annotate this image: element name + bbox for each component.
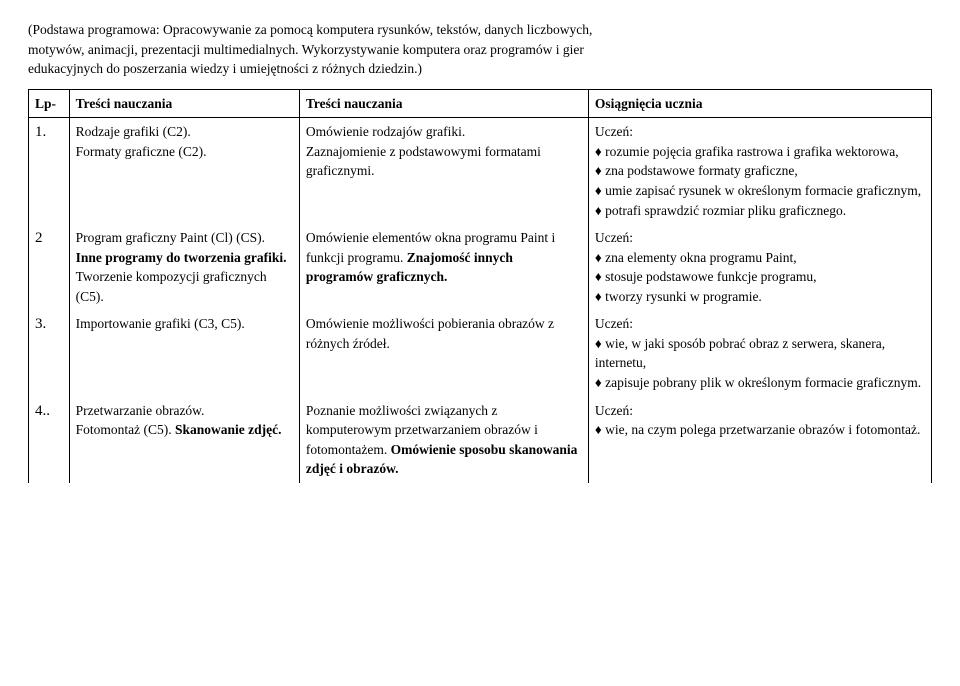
intro-line1: (Podstawa programowa: Opracowywanie za p… — [28, 22, 592, 37]
content-cell: Program graficzny Paint (Cl) (CS). Inne … — [69, 224, 299, 310]
outcomes-list: rozumie pojęcia grafika rastrowa i grafi… — [595, 142, 925, 220]
list-item: potrafi sprawdzić rozmiar pliku graficzn… — [595, 201, 925, 221]
content-cell: Przetwarzanie obrazów. Fotomontaż (C5). … — [69, 397, 299, 483]
outcomes-cell: Uczeń: wie, na czym polega przetwarzanie… — [588, 397, 931, 483]
text: Importowanie grafiki (C3, C5). — [76, 316, 245, 331]
lp-cell: 3. — [29, 310, 70, 396]
uczen-label: Uczeń: — [595, 124, 633, 139]
text: Zaznajomienie z podstawowymi formatami g… — [306, 144, 541, 179]
text-bold: Skanowanie zdjęć. — [175, 422, 282, 437]
list-item: stosuje podstawowe funkcje programu, — [595, 267, 925, 287]
outcomes-cell: Uczeń: wie, w jaki sposób pobrać obraz z… — [588, 310, 931, 396]
content-cell: Omówienie rodzajów grafiki. Zaznajomieni… — [299, 118, 588, 224]
text: Rodzaje grafiki (C2). — [76, 124, 191, 139]
table-row: 1. Rodzaje grafiki (C2). Formaty graficz… — [29, 118, 932, 224]
outcomes-list: wie, w jaki sposób pobrać obraz z serwer… — [595, 334, 925, 393]
text: Fotomontaż (C5). — [76, 422, 175, 437]
content-cell: Poznanie możliwości związanych z kompute… — [299, 397, 588, 483]
content-cell: Rodzaje grafiki (C2). Formaty graficzne … — [69, 118, 299, 224]
table-row: 4.. Przetwarzanie obrazów. Fotomontaż (C… — [29, 397, 932, 483]
intro-line2: motywów, animacji, prezentacji multimedi… — [28, 42, 584, 57]
intro-line3: edukacyjnych do poszerzania wiedzy i umi… — [28, 61, 422, 76]
outcomes-cell: Uczeń: zna elementy okna programu Paint,… — [588, 224, 931, 310]
list-item: tworzy rysunki w programie. — [595, 287, 925, 307]
list-item: zapisuje pobrany plik w określonym forma… — [595, 373, 925, 393]
list-item: zna elementy okna programu Paint, — [595, 248, 925, 268]
content-cell: Omówienie możliwości pobierania obrazów … — [299, 310, 588, 396]
header-c3: Osiągnięcia ucznia — [588, 89, 931, 118]
table-header-row: Lp- Treści nauczania Treści nauczania Os… — [29, 89, 932, 118]
list-item: wie, na czym polega przetwarzanie obrazó… — [595, 420, 925, 440]
text: Formaty graficzne (C2). — [76, 144, 207, 159]
list-item: wie, w jaki sposób pobrać obraz z serwer… — [595, 334, 925, 373]
curriculum-table: Lp- Treści nauczania Treści nauczania Os… — [28, 89, 932, 483]
text: Przetwarzanie obrazów. — [76, 403, 205, 418]
uczen-label: Uczeń: — [595, 403, 633, 418]
text: Program graficzny Paint (Cl) (CS). — [76, 230, 265, 245]
table-row: 3. Importowanie grafiki (C3, C5). Omówie… — [29, 310, 932, 396]
outcomes-cell: Uczeń: rozumie pojęcia grafika rastrowa … — [588, 118, 931, 224]
lp-cell: 4.. — [29, 397, 70, 483]
list-item: umie zapisać rysunek w określonym formac… — [595, 181, 925, 201]
intro-paragraph: (Podstawa programowa: Opracowywanie za p… — [28, 20, 932, 79]
text-bold: Inne programy do tworzenia grafiki. — [76, 250, 287, 265]
list-item: zna podstawowe formaty graficzne, — [595, 161, 925, 181]
content-cell: Importowanie grafiki (C3, C5). — [69, 310, 299, 396]
text: Tworzenie kompozycji graficznych (C5). — [76, 269, 267, 304]
lp-cell: 2 — [29, 224, 70, 310]
header-lp: Lp- — [29, 89, 70, 118]
table-row: 2 Program graficzny Paint (Cl) (CS). Inn… — [29, 224, 932, 310]
text: Omówienie rodzajów grafiki. — [306, 124, 465, 139]
uczen-label: Uczeń: — [595, 316, 633, 331]
uczen-label: Uczeń: — [595, 230, 633, 245]
header-c1: Treści nauczania — [69, 89, 299, 118]
content-cell: Omówienie elementów okna programu Paint … — [299, 224, 588, 310]
header-c2: Treści nauczania — [299, 89, 588, 118]
list-item: rozumie pojęcia grafika rastrowa i grafi… — [595, 142, 925, 162]
outcomes-list: zna elementy okna programu Paint, stosuj… — [595, 248, 925, 307]
text: Omówienie możliwości pobierania obrazów … — [306, 316, 554, 351]
outcomes-list: wie, na czym polega przetwarzanie obrazó… — [595, 420, 925, 440]
lp-cell: 1. — [29, 118, 70, 224]
